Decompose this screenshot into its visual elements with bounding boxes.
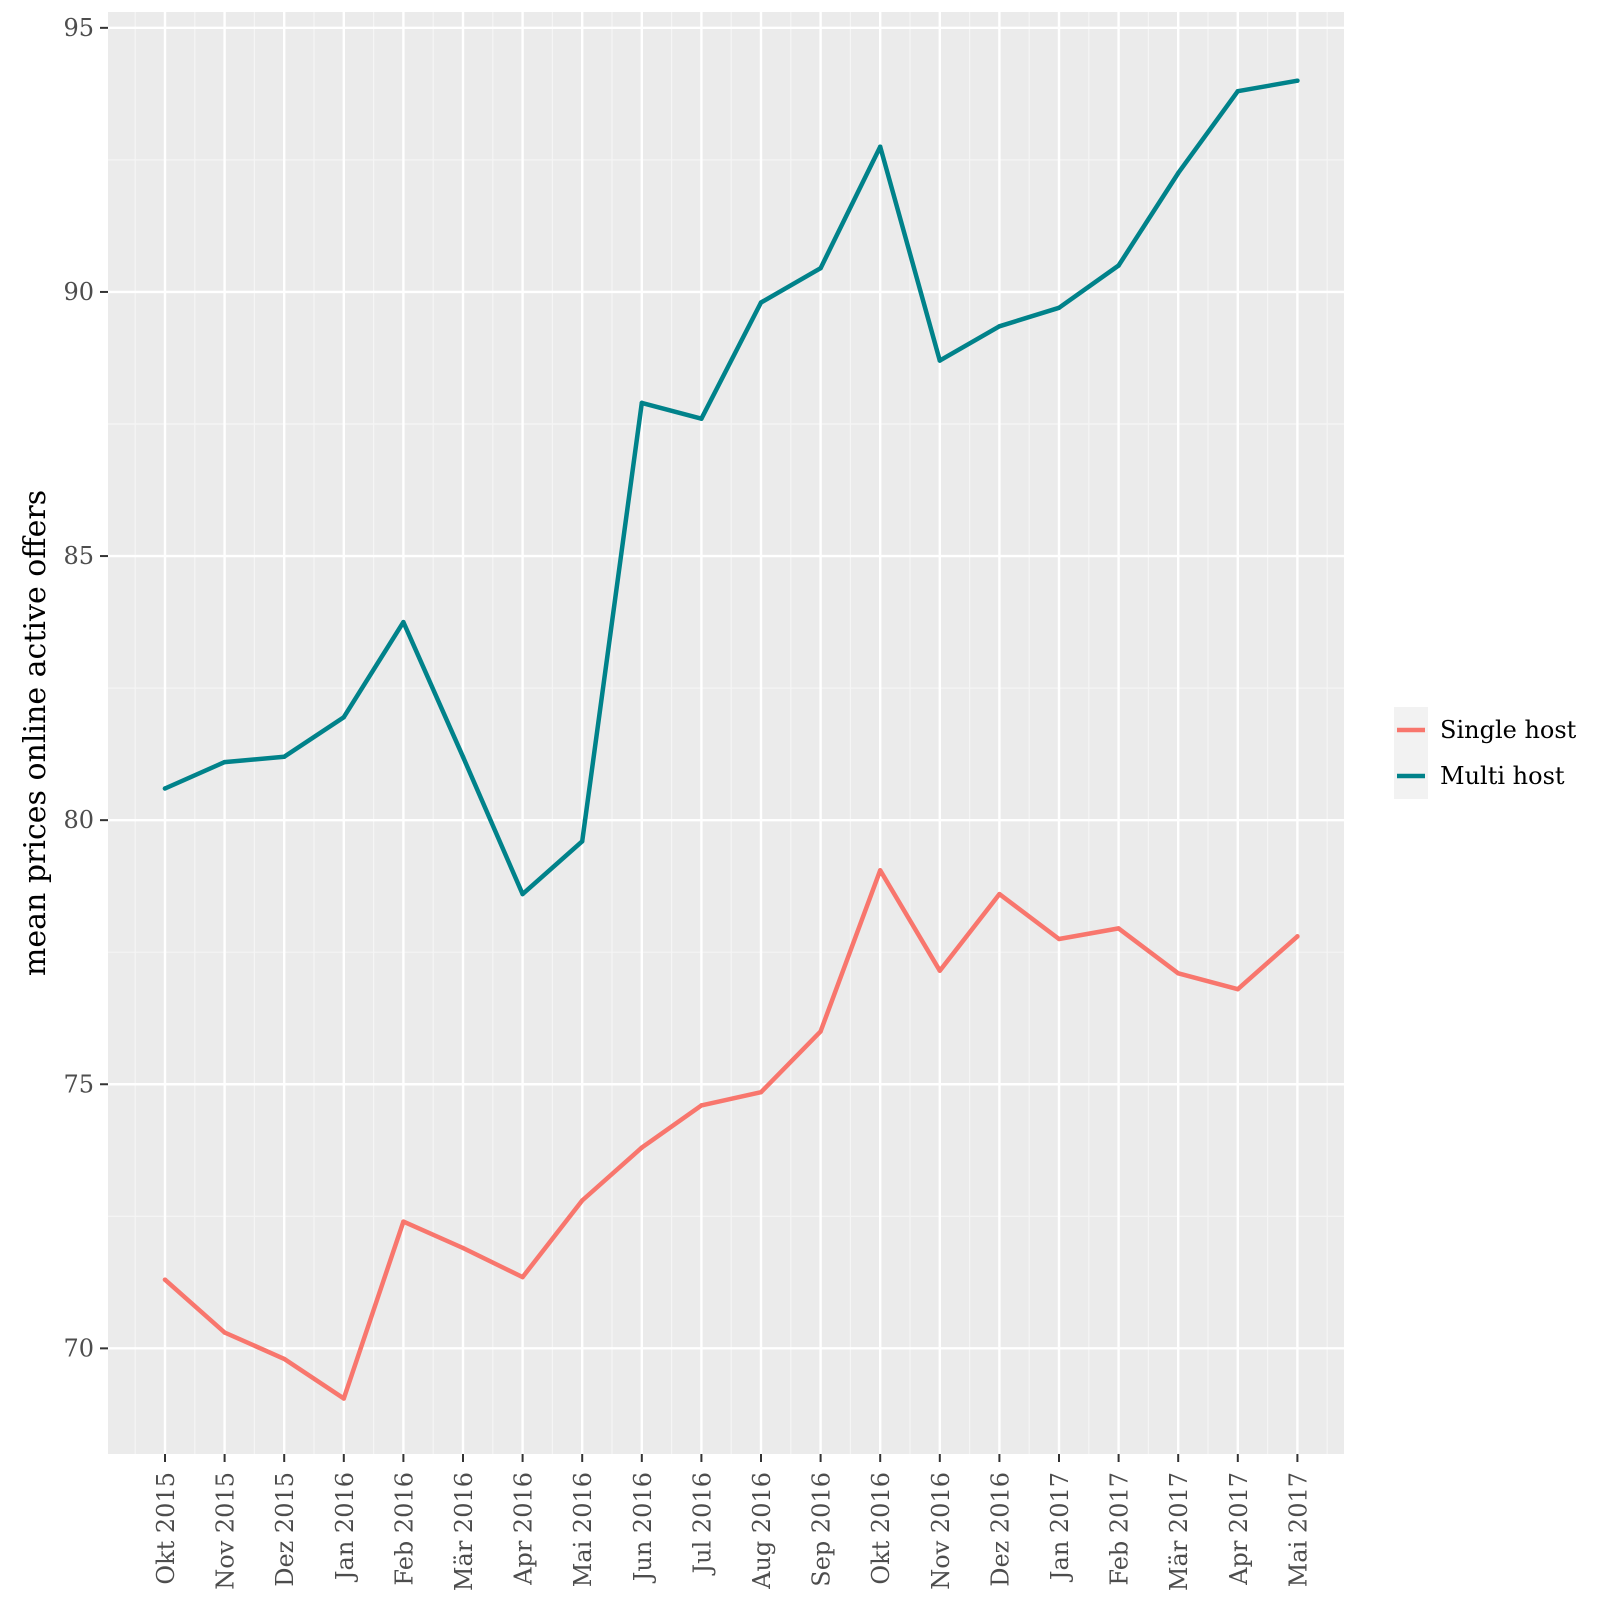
data-point-multi-host bbox=[1235, 89, 1241, 94]
data-point-single-host bbox=[580, 1198, 585, 1203]
data-point-multi-host bbox=[818, 265, 823, 271]
data-point-multi-host bbox=[460, 754, 466, 759]
x-tick-label: Apr 2017 bbox=[1225, 1472, 1253, 1586]
y-tick-label: 90 bbox=[63, 278, 94, 306]
series-lines bbox=[162, 78, 1300, 1401]
data-point-single-host bbox=[818, 1029, 823, 1034]
legend-label: Single host bbox=[1440, 716, 1577, 744]
data-point-single-host bbox=[1295, 934, 1300, 939]
x-tick-label: Mär 2017 bbox=[1165, 1472, 1193, 1591]
data-point-multi-host bbox=[758, 300, 764, 305]
data-point-multi-host bbox=[162, 786, 168, 791]
x-tick-label: Feb 2017 bbox=[1106, 1472, 1134, 1586]
data-point-single-host bbox=[937, 968, 942, 973]
data-point-single-host bbox=[1176, 971, 1181, 976]
data-point-multi-host bbox=[1295, 78, 1300, 83]
data-point-single-host bbox=[1116, 926, 1121, 931]
x-tick-label: Mär 2016 bbox=[450, 1472, 478, 1591]
data-point-multi-host bbox=[341, 714, 346, 720]
x-tick-label: Nov 2015 bbox=[212, 1472, 240, 1590]
data-point-multi-host bbox=[639, 400, 644, 406]
data-point-multi-host bbox=[1056, 305, 1062, 310]
x-tick-label: Jun 2016 bbox=[629, 1472, 657, 1584]
x-tick-label: Jan 2017 bbox=[1046, 1472, 1074, 1583]
y-tick-label: 75 bbox=[63, 1070, 94, 1098]
data-point-multi-host bbox=[401, 619, 406, 625]
data-point-single-host bbox=[341, 1396, 346, 1401]
x-tick-label: Apr 2016 bbox=[510, 1472, 538, 1586]
data-point-multi-host bbox=[520, 891, 525, 897]
legend-label: Multi host bbox=[1440, 762, 1565, 790]
x-tick-label: Dez 2015 bbox=[271, 1472, 299, 1587]
data-point-single-host bbox=[878, 868, 883, 873]
series-line-single-host bbox=[162, 868, 1300, 1401]
plot-panel bbox=[108, 12, 1344, 1454]
x-tick-label: Mai 2016 bbox=[569, 1472, 597, 1587]
x-tick-label: Mai 2017 bbox=[1284, 1472, 1312, 1587]
y-tick-label: 95 bbox=[63, 14, 94, 42]
data-point-multi-host bbox=[937, 358, 942, 363]
data-point-multi-host bbox=[997, 324, 1002, 329]
x-tick-label: Nov 2016 bbox=[927, 1472, 955, 1590]
data-point-single-host bbox=[401, 1219, 406, 1224]
data-point-single-host bbox=[460, 1245, 466, 1251]
data-point-multi-host bbox=[282, 754, 287, 759]
data-point-single-host bbox=[162, 1277, 168, 1282]
y-axis-title: mean prices online active offers bbox=[18, 490, 53, 976]
data-point-single-host bbox=[997, 891, 1002, 897]
series-line-multi-host bbox=[162, 78, 1300, 897]
data-point-single-host bbox=[1056, 936, 1062, 942]
data-point-single-host bbox=[758, 1089, 764, 1095]
data-point-multi-host bbox=[1176, 170, 1181, 176]
data-point-multi-host bbox=[699, 416, 704, 421]
data-point-multi-host bbox=[1116, 263, 1121, 268]
x-tick-label: Feb 2016 bbox=[390, 1472, 418, 1586]
x-tick-label: Sep 2016 bbox=[808, 1472, 836, 1587]
x-tick-label: Jul 2016 bbox=[688, 1472, 716, 1576]
data-point-single-host bbox=[282, 1356, 287, 1362]
data-point-single-host bbox=[639, 1145, 644, 1150]
x-tick-label: Jan 2016 bbox=[331, 1472, 359, 1583]
grid-minor bbox=[108, 12, 1344, 1454]
data-point-multi-host bbox=[878, 144, 883, 149]
x-tick-label: Okt 2015 bbox=[152, 1472, 180, 1585]
y-tick-label: 80 bbox=[63, 806, 94, 834]
y-tick-label: 85 bbox=[63, 542, 94, 570]
data-point-single-host bbox=[699, 1103, 704, 1108]
x-tick-label: Okt 2016 bbox=[867, 1472, 895, 1585]
data-point-single-host bbox=[1235, 986, 1241, 992]
x-axis: Okt 2015 Nov 2015 Dez 2015 Jan 2016 Feb 2016… bbox=[152, 1454, 1312, 1591]
y-tick-label: 70 bbox=[63, 1334, 94, 1362]
x-tick-label: Dez 2016 bbox=[986, 1472, 1014, 1587]
data-point-multi-host bbox=[222, 759, 227, 765]
y-axis: 70 75 80 85 90 95 bbox=[63, 14, 108, 1362]
grid-major bbox=[108, 12, 1344, 1454]
legend: Single host Multi host bbox=[1394, 707, 1577, 799]
x-tick-label: Aug 2016 bbox=[748, 1472, 776, 1590]
data-point-single-host bbox=[520, 1274, 525, 1280]
data-point-multi-host bbox=[580, 839, 585, 844]
data-point-single-host bbox=[222, 1330, 227, 1335]
